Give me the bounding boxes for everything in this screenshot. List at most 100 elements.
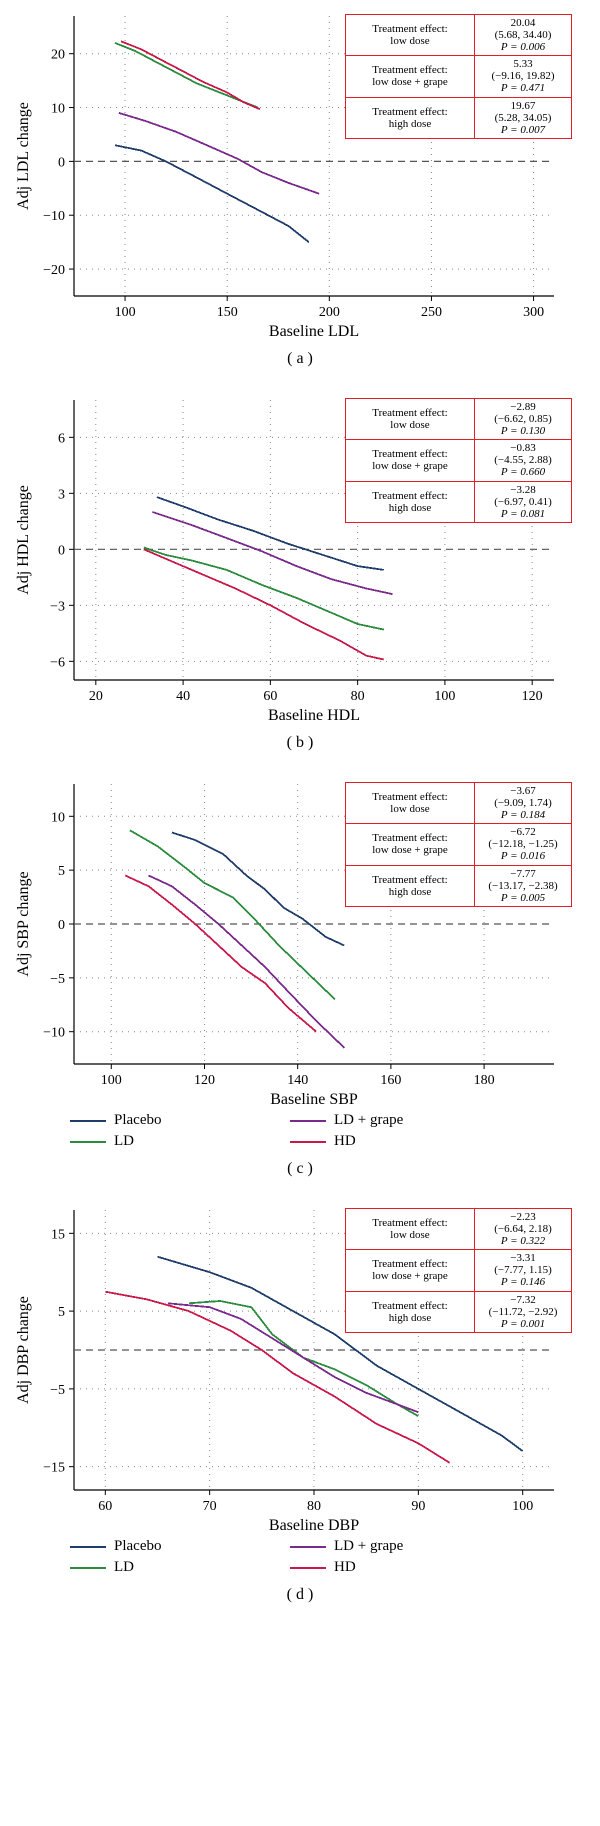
results-values: −7.32(−11.72, −2.92)P = 0.001 <box>475 1292 571 1332</box>
svg-text:20: 20 <box>89 689 103 704</box>
results-values: −2.23(−6.64, 2.18)P = 0.322 <box>475 1209 571 1249</box>
series-placebo <box>172 833 344 946</box>
svg-text:20: 20 <box>51 48 65 63</box>
results-table-a: Treatment effect:low dose20.04(5.68, 34.… <box>345 14 572 139</box>
results-values: −7.77(−13.17, −2.38)P = 0.005 <box>475 866 571 906</box>
legend-item-ldGrape: LD + grape <box>290 1112 510 1129</box>
svg-text:250: 250 <box>421 305 442 320</box>
results-label: Treatment effect:low dose <box>346 1209 475 1249</box>
legend-label: LD <box>114 1559 134 1576</box>
svg-text:−6: −6 <box>50 655 65 670</box>
svg-text:120: 120 <box>522 689 543 704</box>
svg-text:150: 150 <box>217 305 238 320</box>
legend-swatch <box>290 1546 326 1548</box>
results-label: Treatment effect:high dose <box>346 866 475 906</box>
series-ld <box>130 830 335 999</box>
svg-text:120: 120 <box>194 1073 215 1088</box>
svg-text:−10: −10 <box>43 209 65 224</box>
svg-text:60: 60 <box>263 689 277 704</box>
svg-text:0: 0 <box>58 155 65 170</box>
results-values: −3.28(−6.97, 0.41)P = 0.081 <box>475 482 571 522</box>
legend-item-placebo: Placebo <box>70 1538 290 1555</box>
svg-text:Baseline SBP: Baseline SBP <box>270 1091 358 1108</box>
results-row: Treatment effect:low dose + grape5.33(−9… <box>346 56 571 97</box>
legend-item-ld: LD <box>70 1559 290 1576</box>
svg-text:−5: −5 <box>50 1383 65 1398</box>
svg-text:Adj DBP change: Adj DBP change <box>15 1296 32 1404</box>
results-label: Treatment effect:high dose <box>346 482 475 522</box>
svg-text:−15: −15 <box>43 1461 65 1476</box>
results-values: −6.72(−12.18, −1.25)P = 0.016 <box>475 824 571 864</box>
legend-swatch <box>290 1120 326 1122</box>
svg-text:200: 200 <box>319 305 340 320</box>
svg-text:−5: −5 <box>50 972 65 987</box>
results-label: Treatment effect:low dose + grape <box>346 1250 475 1290</box>
results-table-d: Treatment effect:low dose−2.23(−6.64, 2.… <box>345 1208 572 1333</box>
panel-d: −15−551560708090100Adj DBP changeBaselin… <box>10 1204 590 1578</box>
svg-text:5: 5 <box>58 864 65 879</box>
results-values: 19.67(5.28, 34.05)P = 0.007 <box>475 98 571 138</box>
legend-swatch <box>70 1546 106 1548</box>
panel-c: −10−50510100120140160180Adj SBP changeBa… <box>10 778 590 1152</box>
svg-text:300: 300 <box>523 305 544 320</box>
results-row: Treatment effect:high dose−7.77(−13.17, … <box>346 866 571 906</box>
svg-text:10: 10 <box>51 102 65 117</box>
results-label: Treatment effect:high dose <box>346 98 475 138</box>
results-row: Treatment effect:low dose + grape−3.31(−… <box>346 1250 571 1291</box>
svg-text:3: 3 <box>58 487 65 502</box>
results-row: Treatment effect:high dose−7.32(−11.72, … <box>346 1292 571 1332</box>
series-hd <box>121 41 260 109</box>
svg-text:5: 5 <box>58 1305 65 1320</box>
svg-text:Baseline DBP: Baseline DBP <box>269 1517 359 1534</box>
svg-text:Baseline HDL: Baseline HDL <box>268 707 360 724</box>
svg-text:40: 40 <box>176 689 190 704</box>
legend-label: HD <box>334 1133 356 1150</box>
legend-label: LD + grape <box>334 1112 403 1129</box>
legend-label: Placebo <box>114 1538 161 1555</box>
legend-swatch <box>70 1567 106 1569</box>
legend-item-hd: HD <box>290 1559 510 1576</box>
svg-text:−20: −20 <box>43 263 65 278</box>
svg-text:100: 100 <box>115 305 136 320</box>
svg-text:−10: −10 <box>43 1026 65 1041</box>
results-label: Treatment effect:low dose <box>346 783 475 823</box>
results-row: Treatment effect:low dose20.04(5.68, 34.… <box>346 15 571 56</box>
svg-text:100: 100 <box>434 689 455 704</box>
svg-text:100: 100 <box>512 1499 533 1514</box>
panel-b: −6−303620406080100120Adj HDL changeBasel… <box>10 394 590 726</box>
svg-text:140: 140 <box>287 1073 308 1088</box>
legend: Placebo LD LD + grape HD <box>70 1110 590 1152</box>
results-table-b: Treatment effect:low dose−2.89(−6.62, 0.… <box>345 398 572 523</box>
legend-item-hd: HD <box>290 1133 510 1150</box>
results-label: Treatment effect:low dose + grape <box>346 440 475 480</box>
svg-text:Baseline LDL: Baseline LDL <box>269 323 359 340</box>
results-row: Treatment effect:high dose19.67(5.28, 34… <box>346 98 571 138</box>
panel-caption: ( d ) <box>10 1586 590 1604</box>
svg-text:0: 0 <box>58 543 65 558</box>
svg-text:15: 15 <box>51 1227 65 1242</box>
series-ld <box>144 548 384 630</box>
legend-label: HD <box>334 1559 356 1576</box>
panel-caption: ( b ) <box>10 734 590 752</box>
panel-caption: ( a ) <box>10 350 590 368</box>
results-values: 5.33(−9.16, 19.82)P = 0.471 <box>475 56 571 96</box>
results-label: Treatment effect:low dose <box>346 15 475 55</box>
results-values: 20.04(5.68, 34.40)P = 0.006 <box>475 15 571 55</box>
results-label: Treatment effect:low dose + grape <box>346 824 475 864</box>
svg-text:70: 70 <box>203 1499 217 1514</box>
results-row: Treatment effect:low dose + grape−6.72(−… <box>346 824 571 865</box>
results-table-c: Treatment effect:low dose−3.67(−9.09, 1.… <box>345 782 572 907</box>
svg-text:10: 10 <box>51 810 65 825</box>
results-row: Treatment effect:low dose−2.23(−6.64, 2.… <box>346 1209 571 1250</box>
legend-label: LD <box>114 1133 134 1150</box>
svg-text:Adj HDL change: Adj HDL change <box>15 485 32 595</box>
legend: PlaceboLDLD + grapeHD <box>70 1536 590 1578</box>
panel-caption: ( c ) <box>10 1160 590 1178</box>
svg-text:60: 60 <box>98 1499 112 1514</box>
svg-text:80: 80 <box>351 689 365 704</box>
panel-a: −20−1001020100150200250300Adj LDL change… <box>10 10 590 342</box>
results-row: Treatment effect:low dose−2.89(−6.62, 0.… <box>346 399 571 440</box>
svg-text:6: 6 <box>58 431 65 446</box>
svg-text:0: 0 <box>58 918 65 933</box>
legend-label: Placebo <box>114 1112 161 1129</box>
